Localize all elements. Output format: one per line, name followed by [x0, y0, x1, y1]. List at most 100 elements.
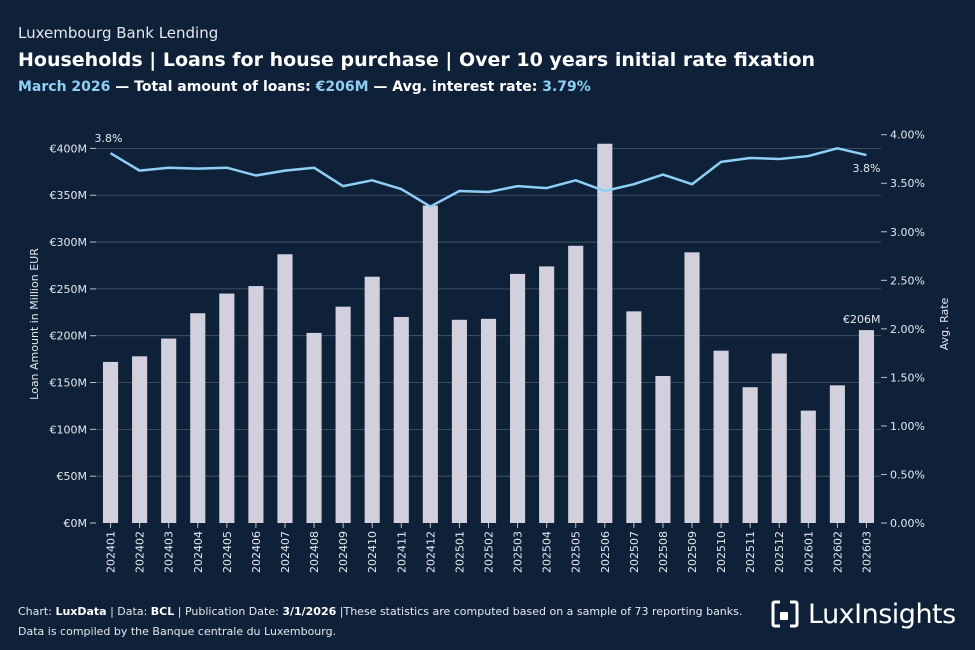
- bar: [161, 338, 177, 523]
- chart-subtitle: March 2026 — Total amount of loans: €206…: [18, 79, 591, 95]
- x-tick-label: 202509: [686, 531, 699, 573]
- footer-data-prefix: | Data:: [106, 605, 151, 618]
- bar: [800, 410, 816, 523]
- y-right-tick-label: 0.00%: [890, 517, 925, 530]
- footer-pub-date: 3/1/2026: [282, 605, 337, 618]
- bar: [364, 276, 380, 523]
- x-tick-label: 202505: [570, 531, 583, 573]
- bar: [626, 311, 642, 523]
- y-tick-label: €300M: [50, 236, 88, 249]
- luxinsights-logo: LuxInsights: [770, 594, 956, 634]
- footer-data-source: BCL: [150, 605, 175, 618]
- bar: [306, 332, 322, 523]
- y-right-tick-label: 3.00%: [890, 226, 925, 239]
- bar: [539, 266, 555, 523]
- bar: [277, 254, 293, 523]
- x-tick-label: 202406: [250, 531, 263, 573]
- x-tick-label: 202409: [337, 531, 350, 573]
- x-tick-label: 202412: [424, 531, 437, 573]
- x-tick-label: 202512: [773, 531, 786, 573]
- chart-supertitle: Luxembourg Bank Lending: [18, 24, 219, 42]
- x-tick-label: 202507: [628, 531, 641, 573]
- x-tick-label: 202506: [599, 531, 612, 573]
- footer-pub-prefix: | Publication Date:: [174, 605, 283, 618]
- y-tick-label: €400M: [50, 142, 88, 155]
- x-tick-label: 202407: [279, 531, 292, 573]
- y-tick-label: €0M: [64, 517, 88, 530]
- x-tick-label: 202410: [366, 531, 379, 573]
- y-right-tick-label: 0.50%: [890, 468, 925, 481]
- bar: [829, 385, 845, 523]
- logo-text: LuxInsights: [808, 598, 956, 630]
- x-tick-label: 202405: [221, 531, 234, 573]
- x-tick-label: 202601: [802, 531, 815, 573]
- y-tick-label: €350M: [50, 189, 88, 202]
- bar: [655, 375, 671, 523]
- bar: [219, 293, 235, 523]
- x-tick-label: 202402: [134, 531, 147, 573]
- x-tick-label: 202510: [715, 531, 728, 573]
- bar: [393, 316, 409, 523]
- y-tick-label: €200M: [50, 330, 88, 343]
- x-tick-label: 202403: [163, 531, 176, 573]
- amount-last-label: €206M: [843, 313, 881, 326]
- x-tick-label: 202411: [395, 531, 408, 573]
- y-tick-label: €250M: [50, 283, 88, 296]
- x-tick-label: 202508: [657, 531, 670, 573]
- rate-line: [109, 147, 867, 208]
- x-tick-label: 202502: [483, 531, 496, 573]
- y-right-tick-label: 2.00%: [890, 323, 925, 336]
- chart-title: Households | Loans for house purchase | …: [18, 49, 816, 71]
- bar: [510, 273, 526, 523]
- y-right-tick-label: 1.50%: [890, 371, 925, 384]
- x-tick-label: 202408: [308, 531, 321, 573]
- bar: [858, 330, 875, 523]
- x-tick-label: 202503: [512, 531, 525, 573]
- subtitle-period: March 2026: [18, 79, 111, 95]
- rate-first-label: 3.8%: [95, 132, 123, 145]
- bar: [597, 143, 613, 523]
- bar: [480, 318, 497, 523]
- y-right-tick-label: 4.00%: [890, 129, 925, 142]
- bar: [771, 353, 787, 523]
- y-tick-label: €100M: [50, 423, 88, 436]
- bar: [568, 245, 584, 524]
- x-tick-label: 202404: [192, 531, 205, 573]
- bar: [248, 286, 264, 523]
- loans-chart: €0M €50M €100M €150M €200M €250M €300M €350M €40…: [28, 129, 951, 573]
- bar: [422, 205, 438, 523]
- footer-note: |These statistics are computed based on …: [336, 605, 743, 618]
- bar: [102, 361, 119, 523]
- y-right-tick-label: 1.00%: [890, 420, 925, 433]
- x-tick-label: 202602: [831, 531, 844, 573]
- y-right-tick-label: 3.50%: [890, 177, 925, 190]
- bar: [132, 356, 148, 523]
- y-tick-label: €150M: [50, 377, 88, 390]
- x-tick-label: 202603: [860, 531, 873, 573]
- x-tick-label: 202501: [453, 531, 466, 573]
- y-axis-title: Loan Amount in Million EUR: [28, 248, 41, 400]
- rate-last-label: 3.8%: [853, 162, 881, 175]
- x-tick-label: 202504: [541, 531, 554, 573]
- bar: [742, 387, 758, 523]
- y-right-tick-label: 2.50%: [890, 274, 925, 287]
- chart-footer: Chart: LuxData | Data: BCL | Publication…: [18, 602, 742, 642]
- footer-line-1: Chart: LuxData | Data: BCL | Publication…: [18, 602, 742, 622]
- y-right-axis-title: Avg. Rate: [938, 297, 951, 350]
- x-tick-label: 202511: [744, 531, 757, 573]
- subtitle-sep1: — Total amount of loans:: [110, 79, 316, 95]
- subtitle-rate: 3.79%: [542, 79, 591, 95]
- bar: [713, 350, 729, 523]
- footer-chart-by: LuxData: [55, 605, 107, 618]
- footer-chart-prefix: Chart:: [18, 605, 56, 618]
- bar: [684, 252, 700, 524]
- subtitle-sep2: — Avg. interest rate:: [368, 79, 543, 95]
- subtitle-total: €206M: [315, 79, 369, 95]
- x-tick-label: 202401: [105, 531, 118, 573]
- footer-line-2: Data is compiled by the Banque centrale …: [18, 625, 337, 638]
- bar: [451, 319, 467, 523]
- luxinsights-logo-icon: [771, 600, 799, 628]
- bar: [190, 313, 206, 523]
- bar: [335, 306, 351, 523]
- y-tick-label: €50M: [57, 470, 88, 483]
